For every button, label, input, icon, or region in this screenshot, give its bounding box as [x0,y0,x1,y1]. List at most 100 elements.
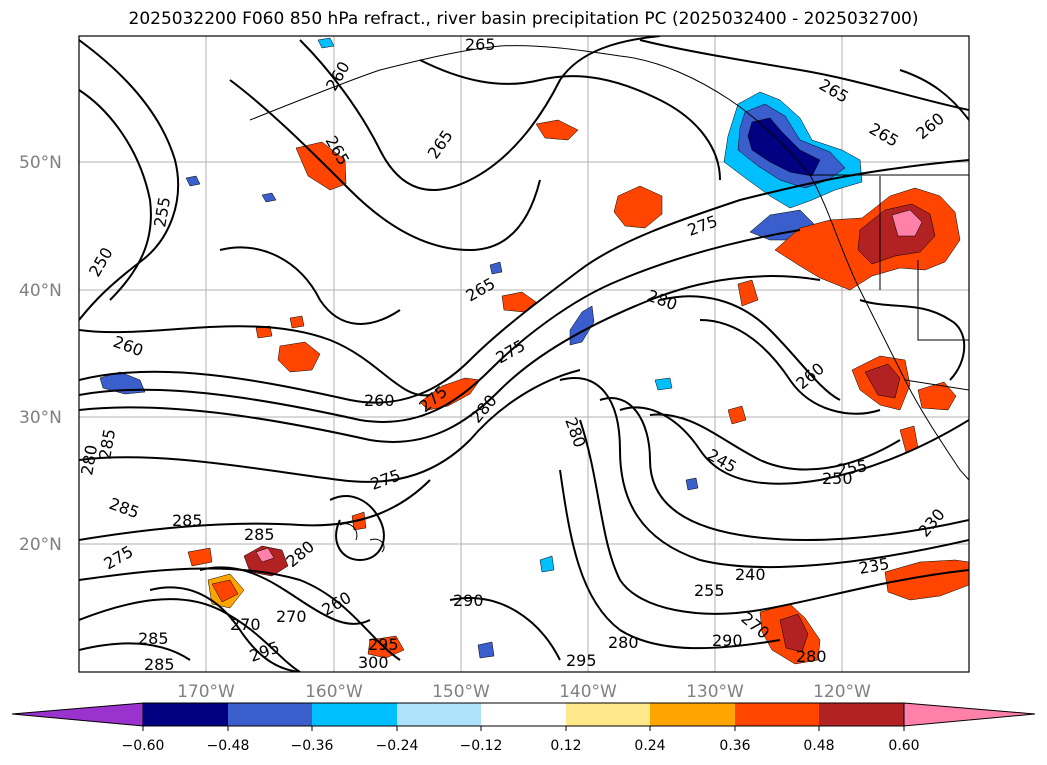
colorbar-tick-label: 0.48 [803,738,834,754]
border-states [879,176,969,341]
lat-label-40n: 40°N [19,281,62,301]
negative-patch-pnw-max [747,117,821,177]
negative-patch-small-3 [685,477,699,491]
contour-line [659,295,841,401]
positive-patch-pnw-inland-extreme [891,209,923,237]
lat-label-30n: 30°N [19,408,62,428]
contour-label: 240 [735,565,766,584]
colorbar-ticks [142,726,905,731]
positive-patch-southeast-strong [779,613,809,653]
border-us-mexico [904,379,969,391]
negative-patch-small-4 [489,261,503,275]
positive-patch-s-4 [737,279,759,307]
lon-label-160w: 160°W [305,682,363,702]
contour-label: 280 [796,647,827,666]
map-plot-area: 265 260 265 265 255 250 265 275 280 260 … [77,35,970,674]
positive-patch-west-small [187,547,213,567]
colorbar: −0.60 −0.48 −0.36 −0.24 −0.12 0.12 0.24 … [11,702,1036,754]
contour-label: 295 [368,635,399,654]
positive-patch-s-1 [367,635,405,659]
contour-line [79,567,401,661]
colorbar-segment [903,702,1036,727]
colorbar-tick-label: 0.60 [888,738,919,754]
contour-line [79,598,301,672]
colorbar-tick-label: 0.12 [550,738,581,754]
colorbar-segment [397,703,481,726]
contour-label: 250 [822,469,853,488]
positive-patch-jet [419,377,481,411]
positive-patch-s-6 [289,315,305,329]
contour-label: 280 [77,443,101,476]
contour-line [79,369,581,483]
contour-line [649,413,901,471]
colorbar-segment [481,703,566,726]
contour-label: 290 [453,591,484,610]
contour-label: 285 [138,629,169,648]
colorbar-segment [143,703,228,726]
positive-patch-central-west [277,341,321,373]
contour-line [149,586,301,672]
colorbar-tick-label: 0.36 [719,738,750,754]
positive-patch-gulf-of-alaska [535,119,579,141]
negative-patch-north [317,37,335,49]
colorbar-segment [312,703,397,726]
colorbar-segment [650,703,735,726]
contour-label: 265 [465,35,496,54]
positive-patch-northeast-pacific [613,185,663,229]
contour-line [299,36,661,191]
contour-label: 270 [276,607,307,626]
map-title: 2025032200 F060 850 hPa refract., river … [128,9,919,29]
coastlines [249,45,969,553]
contour-line [79,275,821,443]
lon-label-170w: 170°W [177,682,235,702]
contour-line [619,406,969,485]
contour-line [599,397,969,541]
colorbar-tick-label: −0.48 [207,738,250,754]
positive-patch-north-central [295,141,347,191]
positive-patch-california-strong [864,363,901,399]
colorbar-segment [228,703,312,726]
lon-label-140w: 140°W [559,682,617,702]
map-frame [78,35,970,673]
lat-label-20n: 20°N [19,535,62,555]
negative-patch-small-5 [654,377,673,391]
contour-line [899,69,969,121]
coastline-alaska [249,45,811,176]
contour-label: 260 [364,391,395,410]
lon-label-150w: 150°W [432,682,490,702]
refractivity-contours [79,36,969,672]
negative-patch-small-1 [261,192,277,203]
contour-line [229,79,541,252]
contour-line [79,325,431,397]
contour-line [559,377,969,569]
contour-line [79,89,152,301]
contour-line [79,479,431,541]
positive-patch-mexico [884,559,969,601]
positive-patch-sw-2 [211,579,239,603]
contour-line [559,469,781,650]
contour-label: 285 [244,525,275,544]
colorbar-frame [142,702,905,727]
colorbar-segment [819,703,904,726]
longitude-labels: 170°W 160°W 150°W 140°W 130°W 120°W [177,682,871,702]
contour-label: 290 [712,631,743,650]
coastline-north-america [809,174,969,481]
negative-patch-west [99,371,146,395]
colorbar-tick-label: −0.60 [122,738,165,754]
latitude-labels: 50°N 40°N 30°N 20°N [19,153,62,555]
contour-label: 285 [172,511,203,530]
colorbar-tick-label: −0.24 [376,738,419,754]
contour-line [419,59,721,181]
contour-line [199,566,371,625]
contour-line [449,597,561,661]
contour-line [79,229,801,423]
contour-label: 285 [144,655,175,674]
positive-patch-s-3 [727,405,747,425]
lon-label-130w: 130°W [686,682,744,702]
contour-line [79,159,969,404]
precipitation-shading [99,37,969,665]
lon-label-120w: 120°W [813,682,871,702]
contour-line [699,319,881,415]
colorbar-segment [11,702,144,727]
